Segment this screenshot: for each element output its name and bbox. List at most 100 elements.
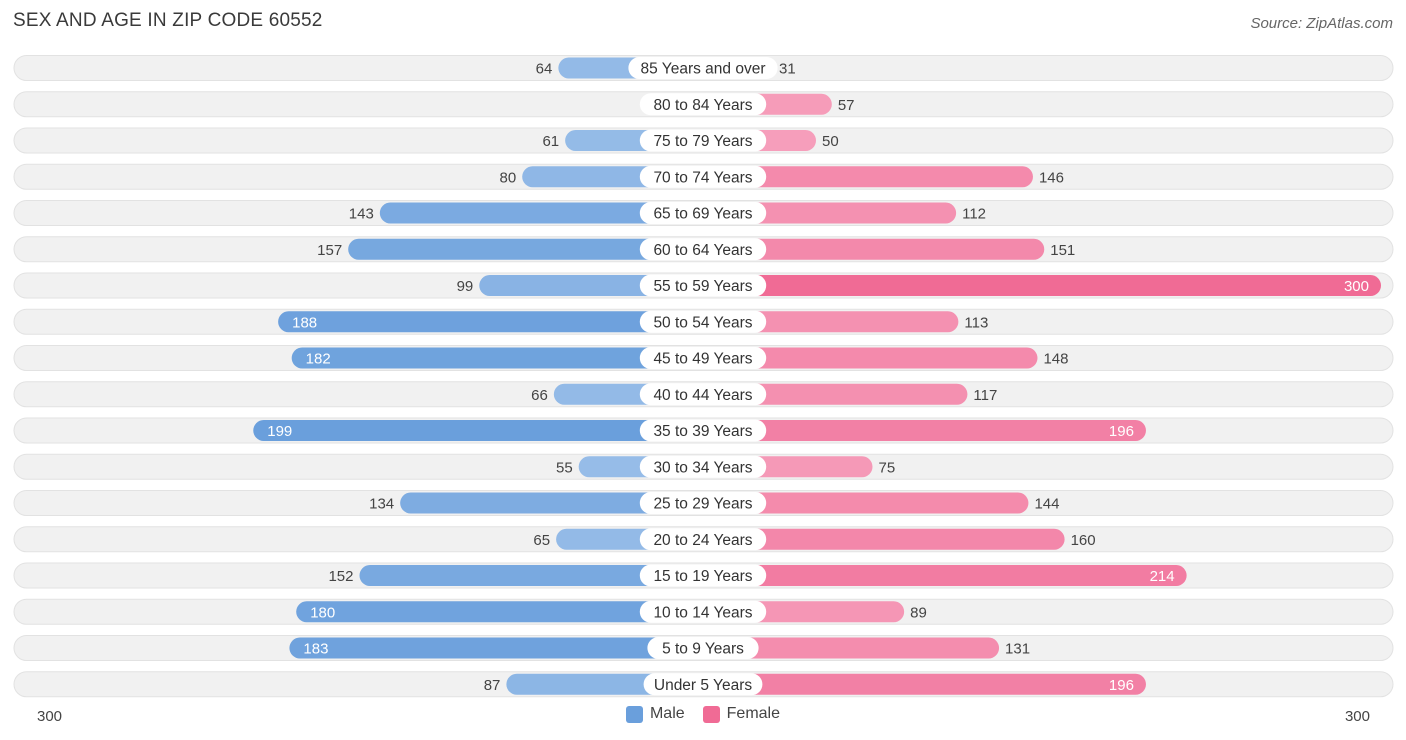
chart-row: 64 31 85 Years and over [13, 55, 1394, 81]
chart-row: 134 144 25 to 29 Years [13, 490, 1394, 516]
legend-item-female: Female [702, 705, 780, 723]
category-label: 10 to 14 Years [653, 604, 752, 621]
category-pill [639, 347, 767, 369]
value-male: 157 [317, 242, 342, 259]
chart-row: 99 300 55 to 59 Years [13, 272, 1394, 299]
bar-female [703, 166, 1033, 188]
bar-female [703, 275, 1381, 296]
value-male: 66 [531, 387, 548, 404]
chart-title: SEX AND AGE IN ZIP CODE 60552 [13, 10, 323, 31]
bar-female [703, 420, 1146, 441]
value-male: 183 [303, 641, 328, 658]
category-label: 45 to 49 Years [653, 351, 752, 368]
category-pill [639, 93, 767, 116]
category-pill [639, 310, 767, 333]
category-pill [639, 492, 767, 514]
value-female: 300 [1344, 278, 1369, 295]
legend-swatch-female [702, 705, 720, 723]
category-label: 30 to 34 Years [653, 459, 752, 476]
category-pill [647, 637, 759, 659]
bar-female [703, 492, 1029, 514]
value-female: 160 [1071, 532, 1096, 549]
bar-male [253, 420, 703, 441]
chart-row: 55 75 30 to 34 Years [13, 453, 1394, 480]
category-label: 85 Years and over [641, 61, 766, 78]
value-female: 144 [1034, 496, 1059, 513]
bar-male [348, 238, 703, 260]
legend: Male Female [0, 705, 1406, 723]
value-male: 180 [310, 604, 335, 621]
category-label: 35 to 39 Years [653, 423, 752, 440]
bar-male [400, 492, 703, 514]
category-label: 40 to 44 Years [653, 387, 752, 404]
value-female: 117 [973, 387, 997, 404]
category-pill [639, 528, 767, 551]
bar-female [703, 637, 1000, 659]
category-pill [639, 419, 767, 442]
bar-male [359, 565, 703, 586]
chart-row: 157 151 60 to 64 Years [13, 236, 1394, 263]
value-female: 75 [879, 459, 896, 476]
value-female: 31 [779, 61, 796, 78]
value-male: 152 [328, 568, 353, 585]
legend-item-male: Male [625, 705, 685, 723]
bar-female [703, 238, 1045, 260]
value-male: 87 [484, 677, 501, 694]
value-male: 143 [349, 206, 374, 223]
bar-female [703, 673, 1146, 695]
category-label: 5 to 9 Years [662, 641, 744, 658]
bar-female [703, 565, 1187, 586]
value-female: 112 [962, 206, 986, 223]
category-pill [639, 274, 767, 297]
chart-row: 188 113 50 to 54 Years [13, 308, 1394, 335]
category-pill [639, 238, 767, 261]
chart-row: 61 50 75 to 79 Years [13, 127, 1394, 154]
bar-male [291, 347, 703, 369]
source-label: Source: ZipAtlas.com [1250, 15, 1393, 32]
category-pill [643, 673, 763, 696]
value-female: 89 [910, 604, 927, 621]
value-male: 99 [457, 278, 474, 295]
bar-male [289, 637, 703, 659]
category-label: 80 to 84 Years [653, 97, 752, 114]
bar-female [703, 383, 968, 405]
chart-row: 80 146 70 to 74 Years [13, 163, 1394, 190]
category-label: Under 5 Years [654, 677, 752, 694]
category-pill [639, 564, 767, 587]
value-male: 134 [369, 496, 394, 513]
category-label: 15 to 19 Years [653, 568, 752, 585]
category-pill [639, 129, 767, 152]
chart-row: 183 131 5 to 9 Years [13, 635, 1394, 661]
value-male: 55 [556, 459, 573, 476]
value-female: 196 [1109, 677, 1134, 694]
value-female: 50 [822, 133, 839, 150]
value-male: 80 [500, 169, 517, 186]
chart-row: 66 117 40 to 44 Years [13, 381, 1394, 408]
category-label: 60 to 64 Years [653, 242, 752, 259]
value-male: 182 [306, 351, 331, 368]
axis-label-left: 300 [37, 708, 62, 725]
axis-label-right: 300 [1345, 708, 1370, 725]
value-male: 61 [542, 133, 559, 150]
category-pill [639, 383, 767, 406]
legend-label-male: Male [649, 705, 685, 722]
value-male: 188 [292, 314, 317, 331]
bar-female [703, 311, 959, 333]
bar-female [703, 528, 1065, 550]
category-pill [628, 57, 778, 79]
value-male: 199 [267, 423, 292, 440]
category-label: 25 to 29 Years [653, 496, 752, 513]
value-male: 64 [536, 61, 553, 78]
category-pill [639, 165, 767, 188]
bar-female [703, 347, 1038, 369]
category-label: 70 to 74 Years [653, 169, 752, 186]
category-pill [639, 455, 767, 478]
chart-row: 180 89 10 to 14 Years [13, 598, 1394, 625]
category-label: 20 to 24 Years [653, 532, 752, 549]
chart-row: 182 148 45 to 49 Years [13, 345, 1394, 371]
bar-female [703, 202, 957, 224]
value-female: 196 [1109, 423, 1134, 440]
category-label: 75 to 79 Years [653, 133, 752, 150]
bar-male [296, 601, 703, 623]
